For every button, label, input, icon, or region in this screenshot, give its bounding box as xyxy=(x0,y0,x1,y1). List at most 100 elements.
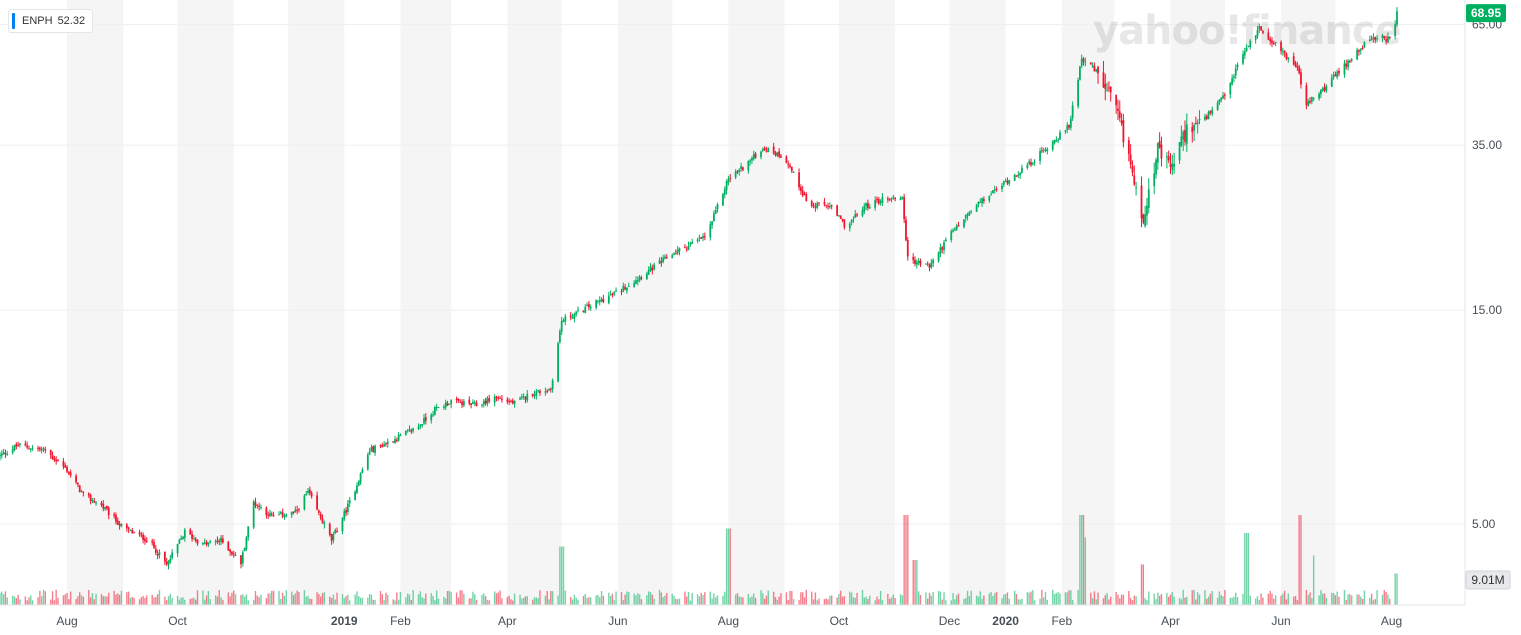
legend[interactable]: ENPH 52.32 xyxy=(8,9,94,33)
candle-body xyxy=(227,541,230,551)
volume-bar xyxy=(945,600,947,605)
candle-body xyxy=(533,394,536,396)
volume-bar xyxy=(827,599,829,605)
candle-body xyxy=(163,551,166,562)
volume-bar xyxy=(878,599,880,605)
candle-body xyxy=(1053,139,1056,143)
candle-body xyxy=(1260,26,1263,31)
volume-bar xyxy=(673,596,675,605)
candle-body xyxy=(698,237,701,239)
candle-body xyxy=(1347,60,1349,68)
candle-body xyxy=(932,260,935,264)
candle-body xyxy=(2,452,5,455)
candle-body xyxy=(346,503,349,512)
volume-bar xyxy=(205,595,208,605)
candle-body xyxy=(894,197,896,200)
candle-body xyxy=(944,239,947,242)
volume-bar xyxy=(577,599,579,605)
candle-body xyxy=(0,453,3,456)
candle-body xyxy=(1343,63,1346,75)
candle-body xyxy=(334,529,337,534)
candle-body xyxy=(992,190,994,194)
volume-bar xyxy=(171,598,173,605)
volume-bar xyxy=(876,596,878,605)
candle-body xyxy=(1115,94,1118,106)
volume-bar xyxy=(372,599,374,605)
volume-bar xyxy=(30,595,32,605)
month-band xyxy=(67,0,124,605)
volume-bar xyxy=(647,591,650,605)
volume-bar xyxy=(649,592,652,605)
volume-bar xyxy=(341,594,344,605)
candle-body xyxy=(290,511,293,515)
volume-bar xyxy=(638,594,641,605)
x-tick-label: Aug xyxy=(1381,614,1402,628)
candle-body xyxy=(247,526,250,538)
volume-bar xyxy=(1372,600,1375,605)
volume-bar xyxy=(734,594,737,605)
volume-bar xyxy=(584,593,586,605)
candle-body xyxy=(104,506,106,510)
candle-body xyxy=(1374,37,1377,41)
candle-body xyxy=(1338,71,1340,74)
volume-bar xyxy=(283,595,286,605)
volume-bar xyxy=(93,599,95,605)
candle-body xyxy=(1118,111,1121,118)
volume-bar xyxy=(1142,564,1145,605)
candle-body xyxy=(361,469,364,473)
volume-bar xyxy=(227,592,230,605)
candle-body xyxy=(13,445,16,450)
volume-bar xyxy=(716,595,719,605)
volume-bar xyxy=(869,595,871,605)
candle-body xyxy=(812,205,815,207)
candle-body xyxy=(19,443,21,445)
volume-bar xyxy=(830,595,833,605)
candle-body xyxy=(1234,68,1237,76)
volume-bar xyxy=(1178,597,1181,605)
volume-bar xyxy=(1312,555,1315,605)
candle-body xyxy=(1319,90,1322,95)
candle-body xyxy=(296,509,299,511)
candle-body xyxy=(24,443,27,446)
candle-body xyxy=(455,399,458,401)
volume-bar xyxy=(715,597,717,605)
candle-body xyxy=(660,261,663,263)
volume-bar xyxy=(899,594,902,605)
candle-body xyxy=(240,555,242,565)
candle-body xyxy=(432,414,434,416)
candle-body xyxy=(158,552,161,555)
candle-body xyxy=(468,399,471,404)
volume-bar xyxy=(421,597,423,605)
volume-bar xyxy=(691,592,693,605)
volume-bar xyxy=(1013,590,1016,605)
volume-bar xyxy=(234,594,237,605)
volume-bar xyxy=(602,595,605,605)
volume-bar xyxy=(1039,598,1041,605)
volume-bar xyxy=(309,598,311,605)
volume-bar xyxy=(628,591,630,605)
candle-body xyxy=(1033,161,1036,163)
candle-body xyxy=(82,491,85,493)
candle-body xyxy=(1069,118,1072,128)
candle-body xyxy=(620,291,623,293)
volume-bar xyxy=(1369,598,1371,605)
volume-bar xyxy=(852,597,855,605)
candle-body xyxy=(1258,25,1261,30)
volume-bar xyxy=(571,599,574,605)
volume-bar xyxy=(709,591,711,605)
candle-body xyxy=(1091,65,1094,67)
candle-body xyxy=(1095,69,1098,72)
candle-body xyxy=(1160,144,1163,159)
volume-bar xyxy=(89,597,92,605)
candle-body xyxy=(711,221,713,226)
candle-body xyxy=(1173,163,1176,167)
candle-body xyxy=(399,434,402,436)
volume-bar xyxy=(358,596,360,605)
volume-bar xyxy=(983,595,985,605)
candle-body xyxy=(1236,64,1239,68)
volume-bar xyxy=(260,594,262,605)
candle-body xyxy=(1207,112,1210,119)
volume-bar xyxy=(51,591,54,605)
candle-body xyxy=(722,194,724,206)
